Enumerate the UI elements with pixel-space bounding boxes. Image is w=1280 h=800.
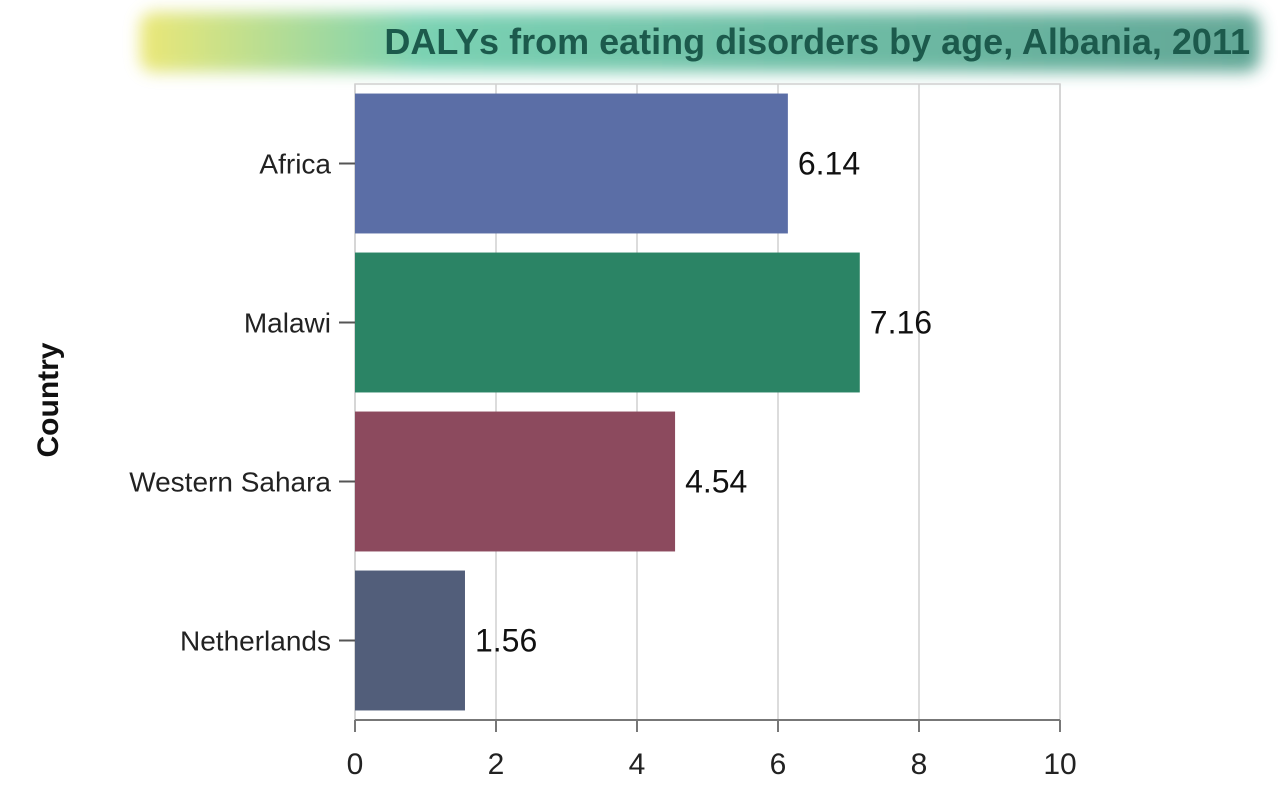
- y-tick-label-3: Netherlands: [180, 626, 331, 657]
- bar-2: [355, 411, 676, 552]
- y-tick-label-2: Western Sahara: [129, 467, 331, 498]
- bar-3: [355, 570, 465, 711]
- y-axis-label: Country: [32, 342, 65, 457]
- bar-value-label-3: 1.56: [475, 623, 537, 659]
- y-tick-label-1: Malawi: [244, 308, 331, 339]
- bar-1: [355, 252, 860, 393]
- plot-area: 6.14 Africa 7.16 Malawi 4.54 Western Sahara 1.…: [129, 83, 1077, 781]
- x-tick-label-1: 2: [488, 748, 505, 781]
- bar-value-label-0: 6.14: [798, 146, 860, 182]
- x-tick-label-2: 4: [629, 748, 646, 781]
- x-tick-label-3: 6: [770, 748, 787, 781]
- x-tick-label-5: 10: [1043, 748, 1076, 781]
- x-tick-label-4: 8: [911, 748, 928, 781]
- bar-value-label-2: 4.54: [685, 464, 747, 500]
- y-tick-label-0: Africa: [259, 149, 331, 180]
- title-highlight: [140, 12, 1260, 72]
- x-tick-label-0: 0: [347, 748, 364, 781]
- bar-value-label-1: 7.16: [870, 305, 932, 341]
- bar-0: [355, 93, 788, 234]
- chart-title: DALYs from eating disorders by age, Alba…: [384, 21, 1250, 62]
